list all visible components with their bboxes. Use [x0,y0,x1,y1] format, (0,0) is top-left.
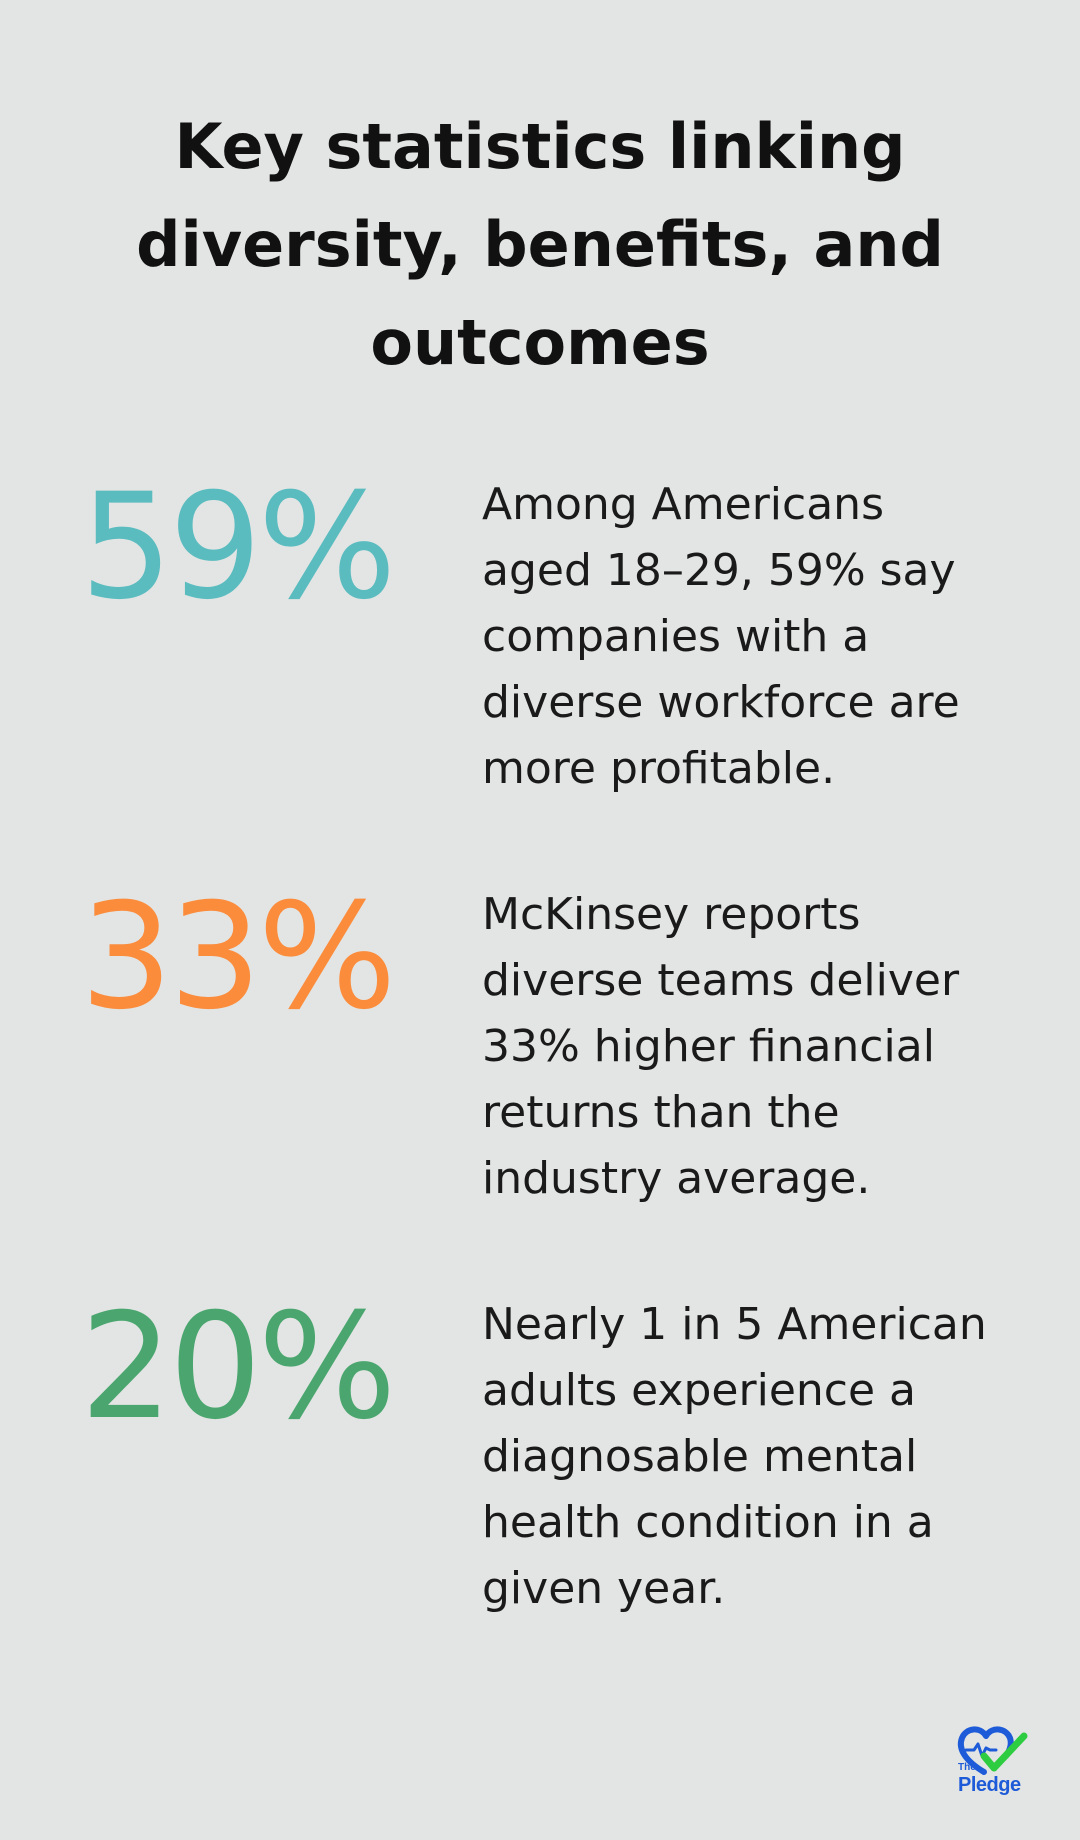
stat-description: Nearly 1 in 5 American adults experience… [482,1299,987,1614]
stat-block-2: 33% McKinsey reports diverse teams deliv… [80,882,1000,1242]
stat-description: McKinsey reports diverse teams deliver 3… [482,889,960,1204]
stat-block-1: 59% Among Americans aged 18–29, 59% say … [80,472,1000,832]
stat-value: 59% [80,462,397,632]
page-title: Key statistics linking diversity, benefi… [136,110,944,379]
stat-value: 33% [80,872,397,1042]
stat-description: Among Americans aged 18–29, 59% say comp… [482,479,960,794]
logo-small-text: The [958,1762,976,1773]
stat-block-3: 20% Nearly 1 in 5 American adults experi… [80,1292,1000,1652]
heart-check-icon [957,1726,1028,1775]
logo-name: Pledge [958,1774,1021,1796]
stat-value: 20% [80,1282,397,1452]
